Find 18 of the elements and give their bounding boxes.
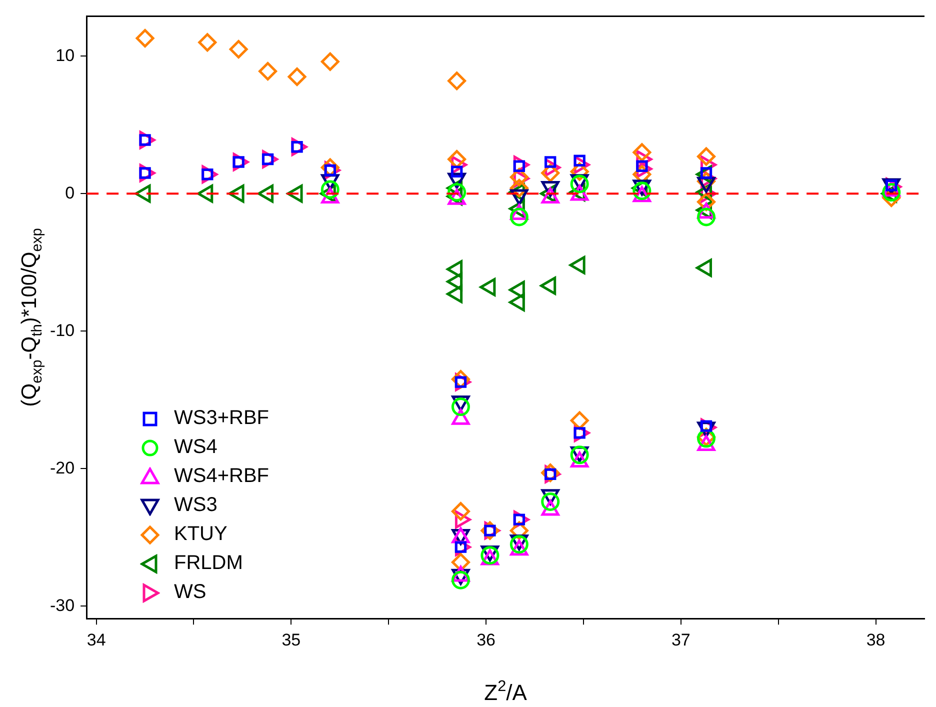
x-tick-label: 37: [671, 630, 690, 650]
y-tick-label: -10: [50, 320, 75, 340]
legend-label: WS3+RBF: [174, 407, 270, 430]
y-tick-label: 10: [56, 46, 75, 65]
legend-label: KTUY: [174, 523, 228, 546]
x-tick-label: 38: [866, 630, 886, 650]
y-axis-title: (Qexp-Qth)*100/Qexp: [18, 228, 46, 407]
y-tick-label: 0: [65, 183, 75, 202]
y-tick-label: -20: [50, 458, 75, 478]
y-tick-label: -30: [50, 596, 75, 615]
x-tick-label: 36: [476, 630, 496, 650]
legend-label: FRLDM: [174, 552, 243, 575]
legend-label: WS: [174, 581, 206, 604]
legend-label: WS4+RBF: [174, 465, 270, 488]
x-tick-label: 35: [282, 630, 301, 650]
legend-label: WS4: [174, 436, 218, 459]
legend-label: WS3: [174, 494, 218, 517]
x-tick-label: 34: [86, 630, 106, 650]
